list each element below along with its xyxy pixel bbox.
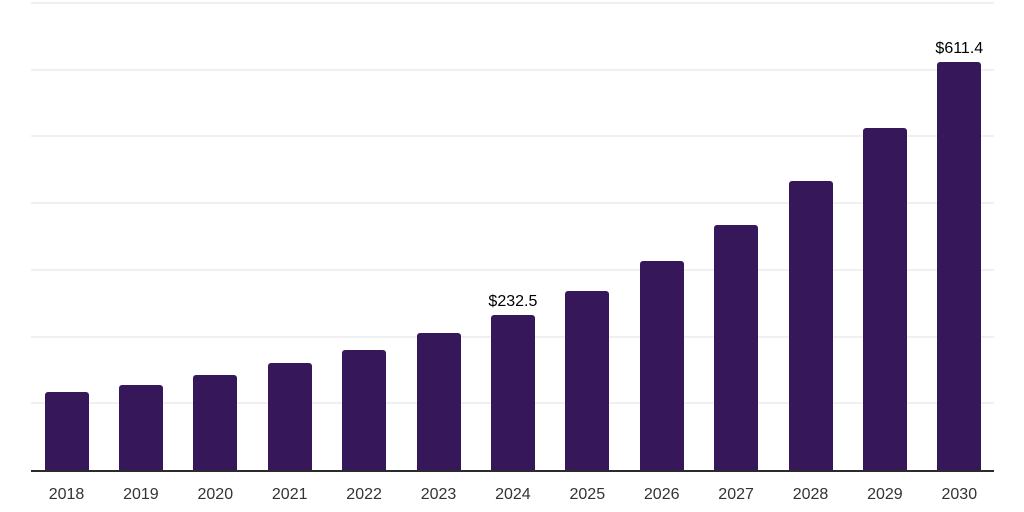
x-tick-label-2022: 2022: [346, 486, 382, 503]
x-tick-label-2023: 2023: [420, 486, 457, 503]
gridline-300: [31, 268, 994, 271]
bar-2021: [267, 362, 312, 470]
x-tick-label-2025: 2025: [569, 486, 606, 503]
x-tick-label-2026: 2026: [643, 486, 680, 503]
x-tick-label-2029: 2029: [867, 486, 903, 503]
gridline-500: [31, 135, 994, 138]
x-tick-label-2030: 2030: [941, 486, 978, 503]
x-tick-label-2028: 2028: [792, 486, 829, 503]
bar-2022: [342, 350, 387, 470]
gridline-600: [31, 68, 994, 71]
bar-2030: [937, 62, 982, 470]
bar-2019: [118, 384, 163, 470]
bar-2018: [44, 391, 89, 470]
gridline-700: [31, 2, 994, 4]
x-tick-label-2019: 2019: [123, 486, 159, 503]
x-axis-line: [31, 470, 994, 472]
bar-2028: [788, 181, 833, 470]
x-tick-label-2024: 2024: [495, 486, 531, 503]
x-tick-label-2020: 2020: [197, 486, 234, 503]
bar-2020: [193, 374, 238, 470]
bar-2024: [490, 314, 535, 470]
x-tick-label-2018: 2018: [48, 486, 85, 503]
value-label-2024: $232.5: [488, 292, 538, 310]
x-tick-label-2027: 2027: [718, 486, 754, 503]
bar-2023: [416, 333, 461, 470]
bar-2029: [862, 128, 907, 470]
bar-2026: [639, 260, 684, 470]
bar-2027: [714, 225, 759, 470]
bar-2025: [565, 290, 610, 470]
value-label-2030: $611.4: [935, 40, 984, 58]
gridline-400: [31, 202, 994, 205]
x-tick-label-2021: 2021: [271, 486, 308, 503]
